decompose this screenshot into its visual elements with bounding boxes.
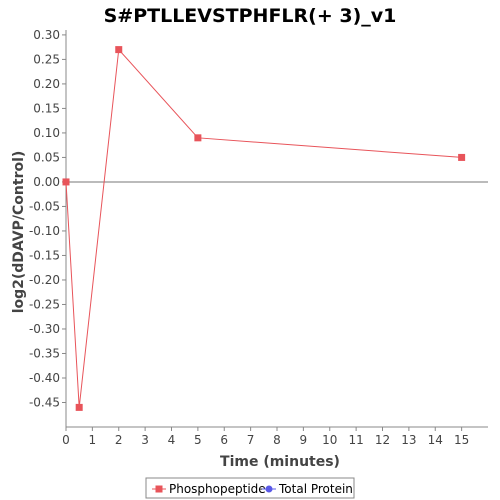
data-point [194,134,202,142]
y-axis: 0.30 0.25 0.20 0.15 0.10 0.05 0.00 -0.05 -0.10 -0… [29,28,66,409]
x-tick-label: 11 [348,433,363,447]
legend-label: Phosphopeptide [169,482,266,496]
x-tick-label: 1 [89,433,97,447]
y-tick-label: -0.25 [29,297,60,311]
legend-box [145,477,355,499]
x-tick-label: 12 [375,433,390,447]
x-tick-label: 7 [247,433,255,447]
x-tick-label: 5 [194,433,202,447]
x-tick-label: 10 [322,433,337,447]
x-tick-label: 13 [401,433,416,447]
plot-area [65,30,488,428]
chart-title: S#PTLLEVSTPHFLR(+ 3)_v1 [104,5,397,27]
y-tick-label: -0.35 [29,346,60,360]
y-tick-label: 0.10 [33,126,60,140]
y-tick-label: 0.15 [33,101,60,115]
x-tick-label: 3 [141,433,149,447]
y-tick-label: 0.30 [33,28,60,42]
x-tick-label: 15 [454,433,469,447]
x-axis-label: Time (minutes) [220,454,340,470]
y-tick-label: -0.20 [29,273,60,287]
legend-marker [155,485,163,493]
series-group [62,46,466,411]
y-tick-label: -0.15 [29,248,60,262]
data-point [115,46,123,54]
y-tick-label: 0.20 [33,77,60,91]
data-point [75,403,83,411]
legend: Phosphopeptide Total Protein [145,477,355,499]
x-tick-label: 9 [300,433,308,447]
y-tick-label: -0.10 [29,224,60,238]
x-tick-label: 14 [428,433,443,447]
data-point [458,153,466,161]
x-tick-label: 0 [62,433,70,447]
y-axis-label: log2(dDAVP/Control) [11,151,27,314]
legend-marker [265,485,273,493]
x-tick-label: 2 [115,433,123,447]
y-tick-label: -0.45 [29,395,60,409]
y-tick-label: -0.40 [29,371,60,385]
x-tick-label: 4 [168,433,176,447]
x-tick-label: 8 [273,433,281,447]
data-point [62,178,70,186]
x-tick-label: 6 [220,433,228,447]
y-tick-label: 0.25 [33,52,60,66]
y-tick-label: 0.00 [33,175,60,189]
x-axis: 0 1 2 3 4 5 6 7 8 9 10 11 12 13 14 15 [62,427,469,447]
y-tick-label: -0.30 [29,322,60,336]
legend-label: Total Protein [278,482,353,496]
y-tick-label: 0.05 [33,150,60,164]
plot-background [66,30,488,427]
y-tick-label: -0.05 [29,199,60,213]
